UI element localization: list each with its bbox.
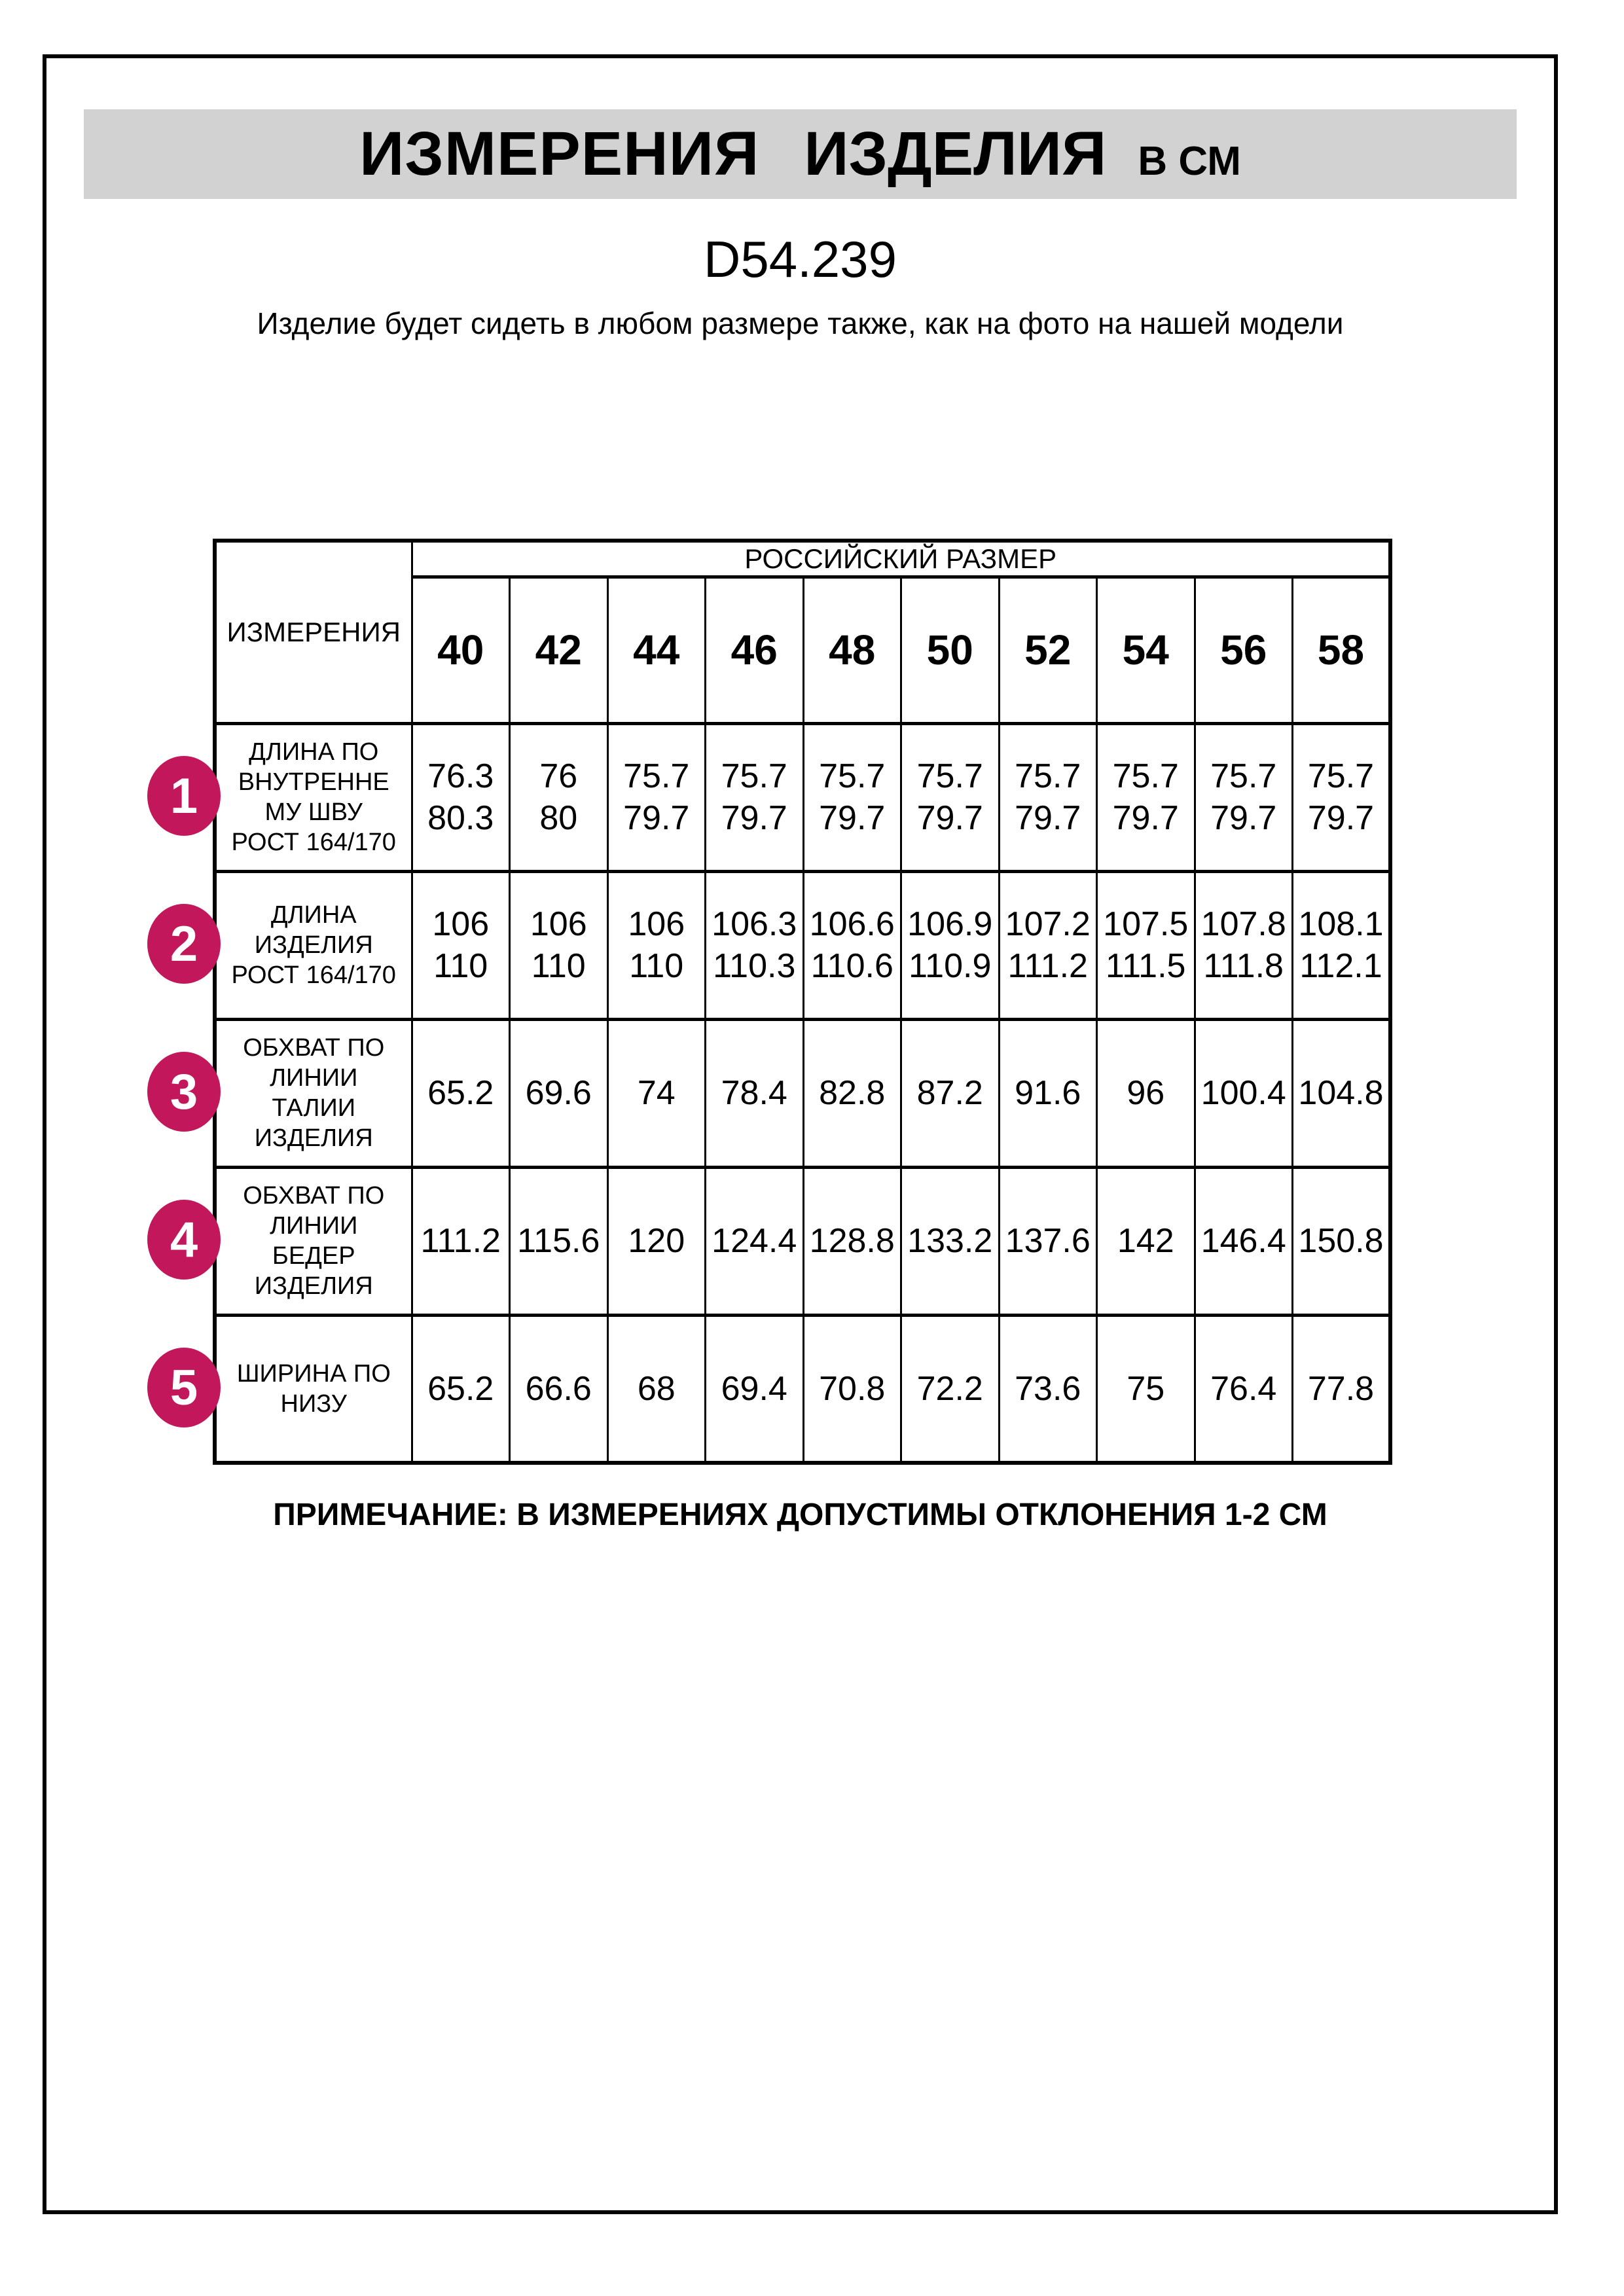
- measurement-value: 69.6: [509, 1017, 609, 1169]
- measurement-value: 65.2: [410, 1313, 511, 1465]
- measurement-value: 72.2: [900, 1313, 1000, 1465]
- measurement-value: 106 110: [410, 869, 511, 1021]
- measurement-label: ДЛИНА ПО ВНУТРЕННЕ МУ ШВУ РОСТ 164/170: [213, 721, 413, 873]
- measurement-label: ДЛИНА ИЗДЕЛИЯ РОСТ 164/170: [213, 869, 413, 1021]
- measurement-value: 76 80: [509, 721, 609, 873]
- measurement-value: 75.7 79.7: [802, 721, 902, 873]
- table-row: ОБХВАТ ПО ЛИНИИ ТАЛИИ ИЗДЕЛИЯ 65.2 69.6 …: [213, 1017, 1392, 1169]
- measurement-value: 82.8: [802, 1017, 902, 1169]
- measurement-value: 142: [1096, 1165, 1196, 1317]
- measurement-value: 128.8: [802, 1165, 902, 1317]
- note-text: ПРИМЕЧАНИЕ: В ИЗМЕРЕНИЯХ ДОПУСТИМЫ ОТКЛО…: [273, 1498, 1327, 1532]
- row-number-badge: 5: [147, 1348, 221, 1427]
- measurement-value: 137.6: [998, 1165, 1098, 1317]
- title-band: ИЗМЕРЕНИЯ ИЗДЕЛИЯ В СМ: [84, 109, 1517, 199]
- size-table: ИЗМЕРЕНИЯ РОССИЙСКИЙ РАЗМЕР 40 42 44 46 …: [213, 539, 1392, 1465]
- measurement-value: 106 110: [509, 869, 609, 1021]
- measurement-value: 74: [606, 1017, 706, 1169]
- page-title-product: ИЗДЕЛИЯ: [804, 119, 1107, 188]
- measurements-column-header: ИЗМЕРЕНИЯ: [213, 539, 413, 725]
- size-column-header-48: 48: [802, 575, 902, 725]
- measurement-value: 75.7 79.7: [1291, 721, 1392, 873]
- measurement-value: 150.8: [1291, 1165, 1392, 1317]
- measurement-value: 75.7 79.7: [1193, 721, 1293, 873]
- row-number-badge: 3: [147, 1052, 221, 1132]
- measurement-value: 106.9 110.9: [900, 869, 1000, 1021]
- table-row: ДЛИНА ИЗДЕЛИЯ РОСТ 164/170 106 110 106 1…: [213, 869, 1392, 1021]
- measurement-value: 75.7 79.7: [704, 721, 804, 873]
- size-column-header-42: 42: [509, 575, 609, 725]
- measurement-value: 107.2 111.2: [998, 869, 1098, 1021]
- page-title-measurements: ИЗМЕРЕНИЯ: [359, 119, 760, 188]
- size-header-row: 40 42 44 46 48 50 52 54 56 58: [215, 575, 1392, 725]
- measurement-value: 87.2: [900, 1017, 1000, 1169]
- measurement-value: 78.4: [704, 1017, 804, 1169]
- measurement-value: 73.6: [998, 1313, 1098, 1465]
- measurement-value: 76.3 80.3: [410, 721, 511, 873]
- measurement-value: 75.7 79.7: [1096, 721, 1196, 873]
- measurement-label: ОБХВАТ ПО ЛИНИИ ТАЛИИ ИЗДЕЛИЯ: [213, 1017, 413, 1169]
- measurement-value: 111.2: [410, 1165, 511, 1317]
- table-row: ДЛИНА ПО ВНУТРЕННЕ МУ ШВУ РОСТ 164/170 7…: [213, 721, 1392, 873]
- measurement-value: 68: [606, 1313, 706, 1465]
- size-column-header-40: 40: [410, 575, 511, 725]
- row-number-badge: 1: [147, 756, 221, 836]
- measurement-value: 100.4: [1193, 1017, 1293, 1169]
- page-title-units: В СМ: [1138, 139, 1241, 184]
- measurement-value: 75.7 79.7: [606, 721, 706, 873]
- table-header-row: ИЗМЕРЕНИЯ РОССИЙСКИЙ РАЗМЕР: [213, 539, 1392, 725]
- measurement-value: 106 110: [606, 869, 706, 1021]
- measurement-value: 108.1 112.1: [1291, 869, 1392, 1021]
- measurement-value: 77.8: [1291, 1313, 1392, 1465]
- size-column-header-56: 56: [1193, 575, 1293, 725]
- measurement-value: 70.8: [802, 1313, 902, 1465]
- size-column-header-50: 50: [900, 575, 1000, 725]
- measurement-value: 146.4: [1193, 1165, 1293, 1317]
- measurement-value: 106.6 110.6: [802, 869, 902, 1021]
- measurement-value: 106.3 110.3: [704, 869, 804, 1021]
- measurement-value: 66.6: [509, 1313, 609, 1465]
- measurement-value: 107.5 111.5: [1096, 869, 1196, 1021]
- measurement-value: 124.4: [704, 1165, 804, 1317]
- size-column-header-46: 46: [704, 575, 804, 725]
- measurement-value: 91.6: [998, 1017, 1098, 1169]
- measurement-label: ОБХВАТ ПО ЛИНИИ БЕДЕР ИЗДЕЛИЯ: [213, 1165, 413, 1317]
- table-row: ОБХВАТ ПО ЛИНИИ БЕДЕР ИЗДЕЛИЯ 111.2 115.…: [213, 1165, 1392, 1317]
- russian-size-header: РОССИЙСКИЙ РАЗМЕР: [410, 539, 1392, 579]
- measurement-value: 75.7 79.7: [900, 721, 1000, 873]
- measurement-value: 76.4: [1193, 1313, 1293, 1465]
- description-text: Изделие будет сидеть в любом размере так…: [257, 306, 1344, 340]
- row-number-badge: 2: [147, 904, 221, 984]
- measurement-value: 96: [1096, 1017, 1196, 1169]
- measurement-value: 115.6: [509, 1165, 609, 1317]
- measurement-value: 69.4: [704, 1313, 804, 1465]
- measurement-label: ШИРИНА ПО НИЗУ: [213, 1313, 413, 1465]
- product-code: D54.239: [704, 230, 897, 288]
- row-number-badge: 4: [147, 1200, 221, 1280]
- measurement-value: 75: [1096, 1313, 1196, 1465]
- measurement-value: 65.2: [410, 1017, 511, 1169]
- size-column-header-54: 54: [1096, 575, 1196, 725]
- measurement-value: 120: [606, 1165, 706, 1317]
- measurement-value: 133.2: [900, 1165, 1000, 1317]
- measurement-value: 107.8 111.8: [1193, 869, 1293, 1021]
- page-border-frame: ИЗМЕРЕНИЯ ИЗДЕЛИЯ В СМ D54.239 Изделие буд…: [43, 54, 1558, 2214]
- measurement-value: 104.8: [1291, 1017, 1392, 1169]
- size-column-header-44: 44: [606, 575, 706, 725]
- measurement-value: 75.7 79.7: [998, 721, 1098, 873]
- table-row: ШИРИНА ПО НИЗУ 65.2 66.6 68 69.4 70.8 72…: [213, 1313, 1392, 1465]
- size-column-header-58: 58: [1291, 575, 1392, 725]
- size-column-header-52: 52: [998, 575, 1098, 725]
